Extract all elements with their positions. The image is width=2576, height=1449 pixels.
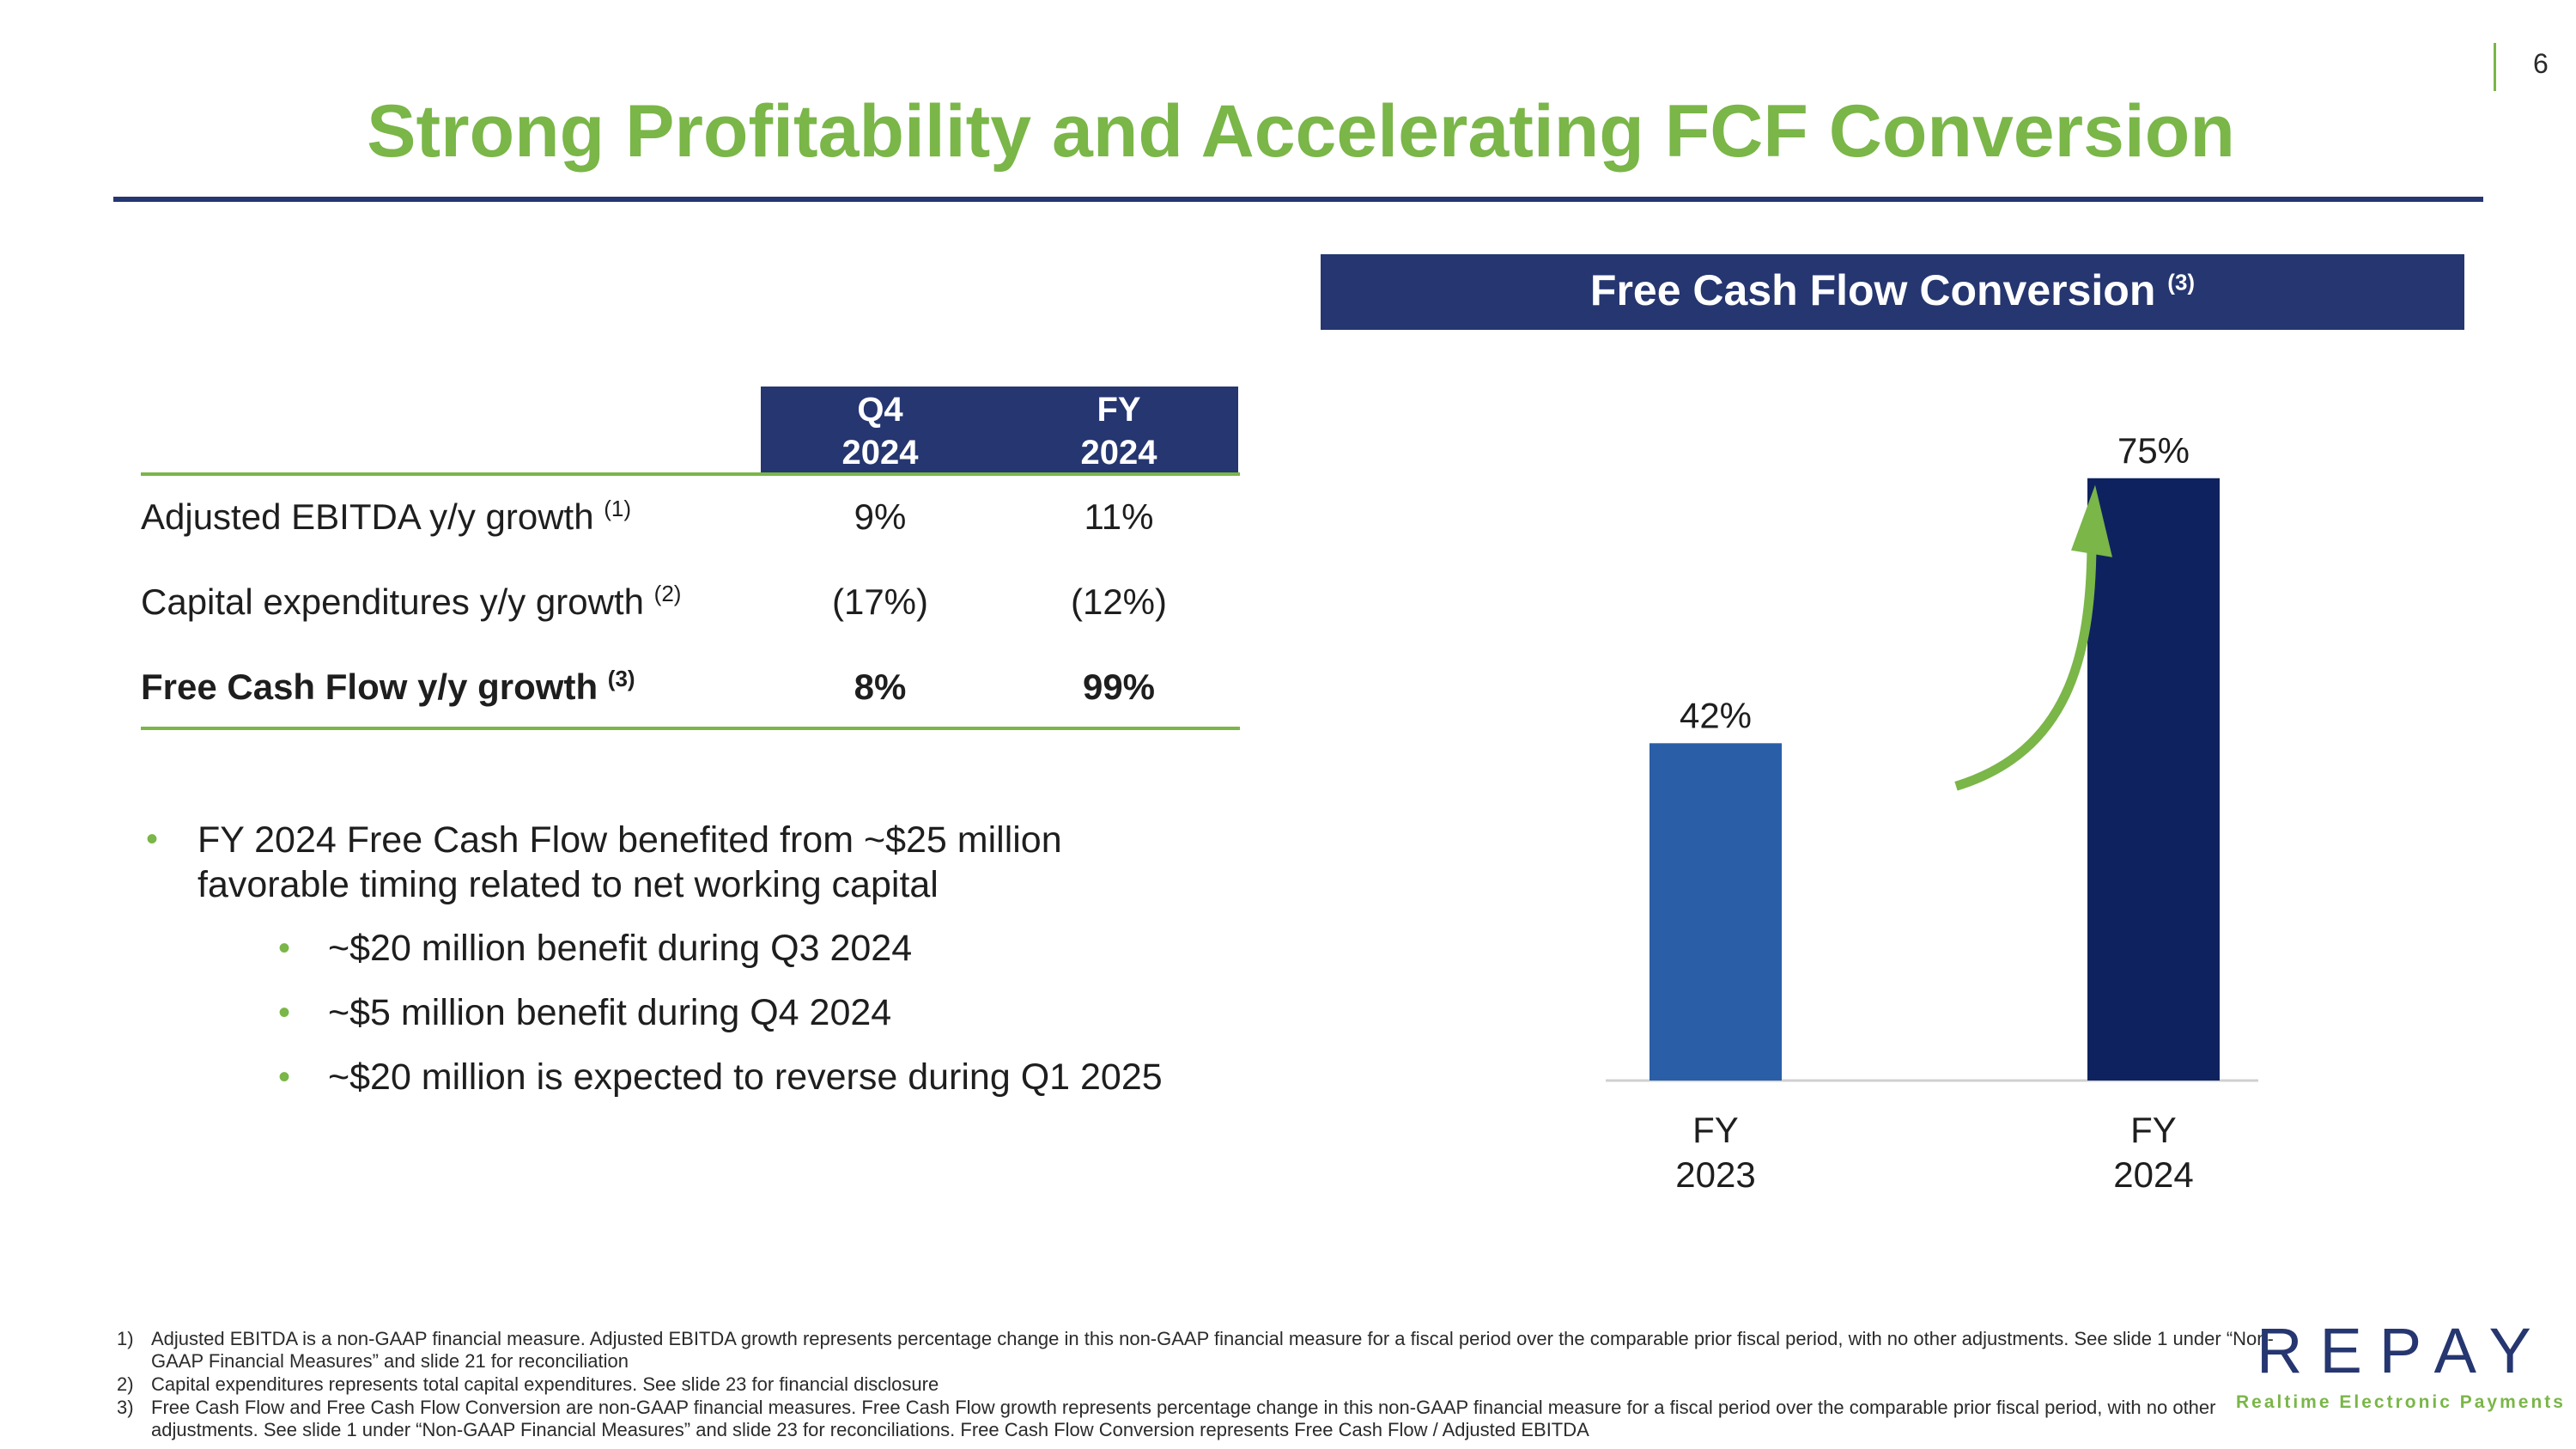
repay-logo-tagline: Realtime Electronic Payments [2236,1392,2566,1412]
footnote-number: 3) [117,1397,134,1418]
table-cell-q4-capex: (17%) [831,581,929,622]
x-tick-label: FY [2130,1110,2177,1150]
page-number-divider [2494,43,2496,91]
bullet-main: FY 2024 Free Cash Flow benefited from ~$… [197,818,1062,907]
bar-fy-2023 [1649,743,1782,1081]
x-tick-label: 2023 [1675,1154,1755,1195]
repay-logo: REPAY [2257,1315,2549,1386]
bar-fy-2024 [2087,478,2220,1081]
table-header-background [761,387,1238,472]
bullet-sub-2: ~$5 million benefit during Q4 2024 [328,992,892,1033]
x-tick-label: FY [1692,1110,1739,1150]
table-row-label-capex: Capital expenditures y/y growth (2) [141,581,682,622]
footnote-ref: (3) [607,666,635,691]
table-row-label-adjusted-ebitda: Adjusted EBITDA y/y growth (1) [141,496,632,537]
footnote-ref: (3) [2167,269,2196,295]
table-bottom-rule [141,727,1240,730]
table-cell-fy-fcf: 99% [1082,667,1156,707]
data-label: 75% [2117,430,2190,471]
bullet-main-line-1: FY 2024 Free Cash Flow benefited from ~$… [197,819,1062,861]
footnote-number: 1) [117,1328,134,1349]
table-cell-q4-fcf: 8% [854,667,907,707]
bullet-sub-1: ~$20 million benefit during Q3 2024 [328,928,913,969]
growth-arrow [1954,545,2097,791]
chart-header-bar [1321,254,2464,330]
footnote-text: Free Cash Flow and Free Cash Flow Conver… [151,1397,2216,1440]
table-header-q4-2024: Q4 2024 [841,391,919,472]
footnote-number: 2) [117,1373,134,1395]
page-title: Strong Profitability and Accelerating FC… [367,90,2235,173]
x-tick-label: 2024 [2113,1154,2193,1195]
bullet-icon: • [278,994,291,1032]
table-top-rule [141,472,1240,476]
footnote-ref: (1) [604,496,632,521]
chart-title: Free Cash Flow Conversion (3) [1589,266,2196,314]
table-cell-fy-capex: (12%) [1070,581,1168,622]
table-row-label-fcf: Free Cash Flow y/y growth (3) [141,666,635,707]
footnote-ref: (2) [653,581,682,606]
table-header-fy-2024: FY 2024 [1080,391,1157,472]
data-label: 42% [1680,695,1752,735]
growth-arrow-head-icon [2071,484,2112,557]
title-divider [113,197,2483,202]
footnote-text: Capital expenditures represents total ca… [151,1373,939,1395]
table-cell-fy-adjusted-ebitda: 11% [1084,496,1154,537]
bullet-icon: • [278,1058,291,1096]
bullet-icon: • [278,929,291,967]
bullet-icon: • [146,820,159,858]
footnote-text: Adjusted EBITDA is a non-GAAP financial … [151,1328,2274,1372]
bullet-sub-3: ~$20 million is expected to reverse duri… [328,1056,1163,1098]
bullet-main-line-2: favorable timing related to net working … [197,864,939,905]
page-number: 6 [2533,48,2549,79]
table-cell-q4-adjusted-ebitda: 9% [854,496,907,537]
